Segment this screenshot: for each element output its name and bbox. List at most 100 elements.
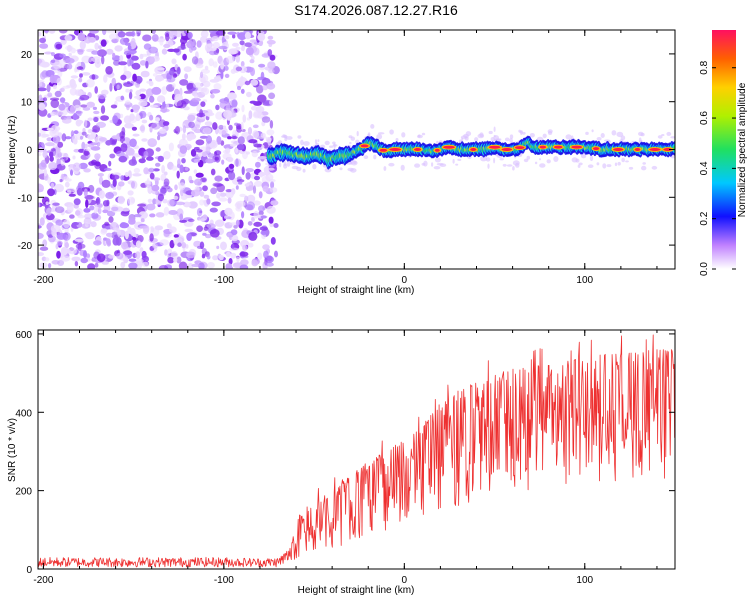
noise-blob (240, 88, 245, 94)
noise-blob (249, 59, 255, 64)
noise-blob (198, 262, 205, 269)
noise-blob (70, 82, 77, 89)
faint-speckle (553, 156, 559, 162)
faint-speckle (312, 163, 317, 170)
noise-blob (261, 144, 265, 149)
noise-blob (251, 216, 255, 221)
noise-blob (112, 237, 120, 246)
signal-hot-core (379, 148, 388, 152)
noise-blob (209, 47, 217, 52)
noise-blob (169, 30, 178, 38)
noise-blob (202, 151, 208, 157)
signal-hot-core (501, 148, 513, 151)
noise-blob (64, 181, 70, 188)
faint-speckle (539, 158, 541, 161)
noise-blob (224, 215, 228, 219)
noise-blob (38, 31, 42, 37)
faint-speckle (621, 157, 625, 163)
noise-blob (120, 95, 125, 101)
noise-blob (97, 93, 107, 100)
noise-blob (60, 87, 65, 93)
noise-blob (54, 146, 61, 154)
noise-blob (265, 137, 272, 143)
noise-blob (135, 90, 142, 97)
noise-blob (77, 181, 85, 190)
noise-blob (112, 52, 116, 58)
noise-blob (50, 124, 58, 134)
noise-blob (83, 250, 87, 259)
faint-speckle (536, 136, 544, 142)
noise-blob (147, 198, 153, 203)
noise-blob (63, 176, 69, 181)
noise-blob (211, 35, 219, 42)
faint-speckle (512, 166, 515, 171)
noise-blob (214, 156, 219, 161)
noise-blob (148, 167, 155, 173)
faint-speckle (493, 135, 500, 141)
noise-blob (269, 54, 276, 61)
noise-blob (199, 191, 205, 197)
faint-speckle (329, 145, 334, 148)
noise-blob (109, 153, 116, 159)
noise-blob (83, 208, 91, 213)
noise-blob (139, 125, 145, 132)
noise-blob (140, 218, 145, 223)
noise-blob (68, 247, 77, 255)
noise-blob (131, 30, 136, 37)
noise-blob (152, 242, 158, 249)
colorbar-gradient (712, 30, 736, 269)
faint-speckle (339, 167, 343, 171)
noise-blob (50, 148, 56, 152)
noise-blob (258, 135, 268, 139)
noise-blob (155, 74, 164, 82)
noise-blob (127, 196, 136, 205)
noise-blob (257, 156, 267, 160)
noise-blob (265, 262, 274, 267)
signal-hot-core (554, 145, 563, 149)
noise-blob (83, 188, 88, 197)
noise-blob (163, 43, 171, 49)
noise-blob (85, 199, 89, 209)
noise-blob (100, 39, 107, 47)
noise-blob (58, 103, 66, 111)
noise-blob (157, 193, 164, 202)
x-tick-label: 0 (402, 575, 408, 586)
noise-blob (267, 167, 275, 171)
noise-blob (196, 40, 202, 48)
noise-blob (188, 201, 198, 209)
noise-blob (50, 99, 60, 109)
faint-speckle (518, 129, 521, 133)
noise-blob (131, 126, 137, 131)
noise-blob (155, 162, 161, 167)
noise-blob (235, 205, 242, 212)
noise-blob (89, 30, 99, 34)
noise-blob (177, 158, 181, 167)
noise-blob (191, 97, 201, 102)
noise-blob (87, 263, 96, 269)
faint-speckle (349, 141, 352, 145)
noise-blob (47, 188, 55, 197)
noise-blob (193, 94, 199, 99)
noise-blob (38, 152, 42, 157)
noise-blob (120, 143, 128, 153)
noise-blob (97, 173, 104, 177)
noise-blob (88, 161, 96, 166)
faint-speckle (434, 157, 441, 163)
faint-speckle (506, 164, 513, 167)
noise-blob (156, 200, 161, 204)
signal-hot-core (470, 148, 477, 151)
noise-blob (60, 255, 71, 262)
faint-speckle (350, 160, 358, 166)
noise-blob (236, 256, 240, 263)
noise-blob (56, 240, 63, 246)
faint-speckle (376, 134, 383, 140)
noise-blob (166, 223, 172, 229)
noise-blob (38, 202, 41, 208)
noise-blob (210, 93, 215, 99)
noise-blob (59, 179, 63, 183)
noise-blob (214, 219, 225, 227)
noise-blob (39, 37, 46, 44)
noise-blob (224, 35, 230, 40)
noise-blob (212, 61, 218, 68)
